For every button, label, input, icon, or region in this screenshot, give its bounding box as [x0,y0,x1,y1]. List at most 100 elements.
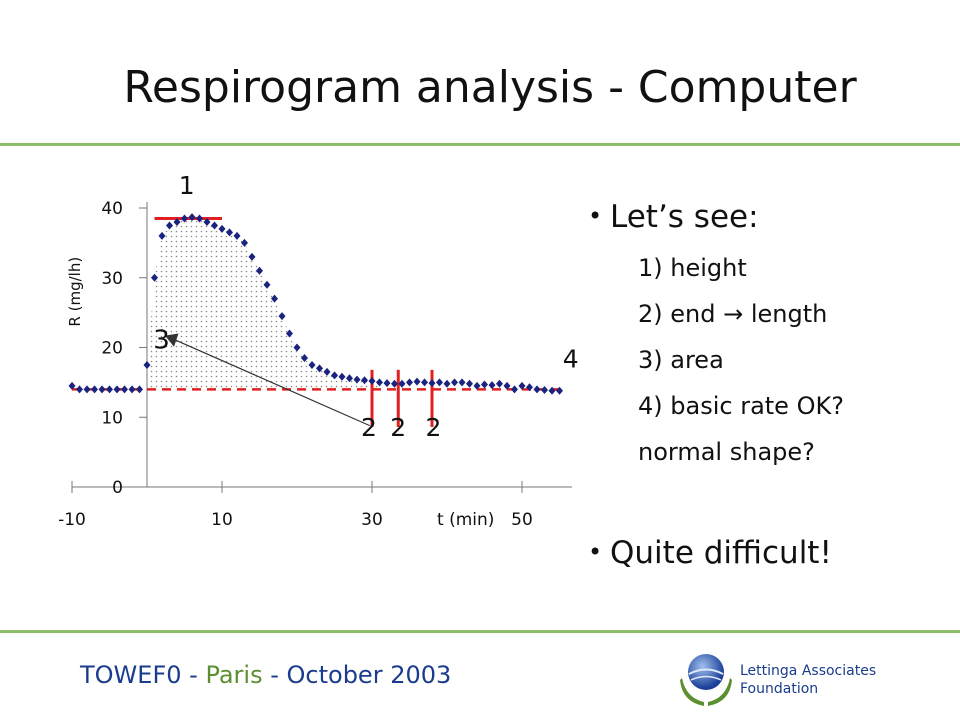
x-tick-label: 10 [211,510,233,530]
respirogram-area-shading [147,217,380,390]
data-point [428,379,436,388]
data-point [518,381,526,390]
y-tick-label: 10 [101,408,123,428]
data-point [413,377,421,386]
data-point [481,380,488,389]
data-point [301,353,308,362]
data-point [248,252,256,261]
data-point [233,231,241,240]
data-point [166,221,173,230]
annotation-label-4: 4 [563,345,579,374]
x-tick-label: 30 [361,510,383,530]
data-point [361,376,368,385]
area-arrowhead [165,333,179,347]
data-point [323,367,331,376]
footer-event: TOWEF0 [80,661,182,689]
data-point [353,375,361,384]
data-point [383,379,391,388]
data-point [83,385,91,394]
area-layer [147,217,380,390]
y-tick-label: 20 [101,339,123,359]
top-divider [0,143,960,146]
footer-separator: - [181,661,206,689]
annotation-label-1: 1 [179,171,195,200]
data-point [196,214,203,223]
organization-name: Lettinga Associates Foundation [740,662,876,698]
data-point [436,378,443,387]
x-axis-label: t (min) [437,510,494,530]
globe-logo-icon [680,654,732,706]
annotation-label-2: 2 [390,413,406,442]
data-point [346,374,353,383]
data-point [106,385,113,394]
data-point [316,364,323,373]
data-point [533,385,541,394]
data-point [128,385,136,394]
slide-title: Respirogram analysis - Computer [123,62,857,113]
org-line-1: Lettinga Associates [740,663,877,679]
data-point [173,217,181,226]
data-point [218,224,226,233]
data-point [151,273,158,282]
bullet-intro: • Let’s see: [588,196,844,237]
y-tick-label: 30 [101,269,123,289]
y-axis-label: R (mg/lh) [66,257,84,327]
sub-item-height: 1) height [638,254,747,282]
data-point [263,280,271,289]
data-point [113,385,121,394]
data-point [256,266,263,275]
x-tick-label: 50 [511,510,533,530]
data-point [473,381,481,390]
org-line-2: Foundation [740,681,819,697]
data-point [511,385,518,394]
footer-text: TOWEF0 - Paris - October 2003 [80,660,451,690]
x-tick-label: -10 [58,510,86,530]
data-point [398,379,406,388]
bullet-dot: • [588,538,603,566]
data-point [91,385,98,394]
annotation-label-2: 2 [361,413,377,442]
y-tick-label: 0 [112,478,123,498]
bottom-divider [0,630,960,633]
data-point [488,381,496,390]
data-point [226,228,233,237]
data-point [188,213,196,222]
data-point [68,381,76,390]
data-point [158,231,166,240]
data-point [458,378,466,387]
annotation-layer [72,216,565,428]
data-point [466,379,473,388]
annotation-label-3: 3 [153,326,170,356]
data-point [496,379,503,388]
area-arrow-line [171,337,370,427]
data-point [211,221,218,230]
y-tick-label: 40 [101,199,123,219]
footer-place: Paris [205,661,263,689]
data-point [526,383,533,392]
data-point [421,378,428,387]
data-point [451,378,458,387]
data-point [406,378,413,387]
bullet-dot: • [588,202,603,230]
data-points-layer [68,213,563,395]
data-point [548,386,556,395]
data-point [331,371,338,380]
sub-item-basic-rate: 4) basic rate OK? [638,392,844,420]
bullet-list: • Let’s see: 1) height 2) end → length 3)… [588,196,844,475]
data-point [181,214,188,223]
sub-item-end-length: 2) end → length [638,300,828,328]
data-point [278,312,286,321]
data-point [203,217,211,226]
data-point [271,294,278,303]
data-point [293,343,301,352]
footer-date: October 2003 [286,661,452,689]
data-point [136,385,143,394]
data-point [143,360,151,369]
axes-layer [71,202,572,493]
data-point [286,329,293,338]
bullet-conclusion: • Quite difficult! [588,532,832,573]
data-point [391,379,398,388]
bullet-conclusion-text: Quite difficult! [610,535,832,571]
data-point [376,378,383,387]
